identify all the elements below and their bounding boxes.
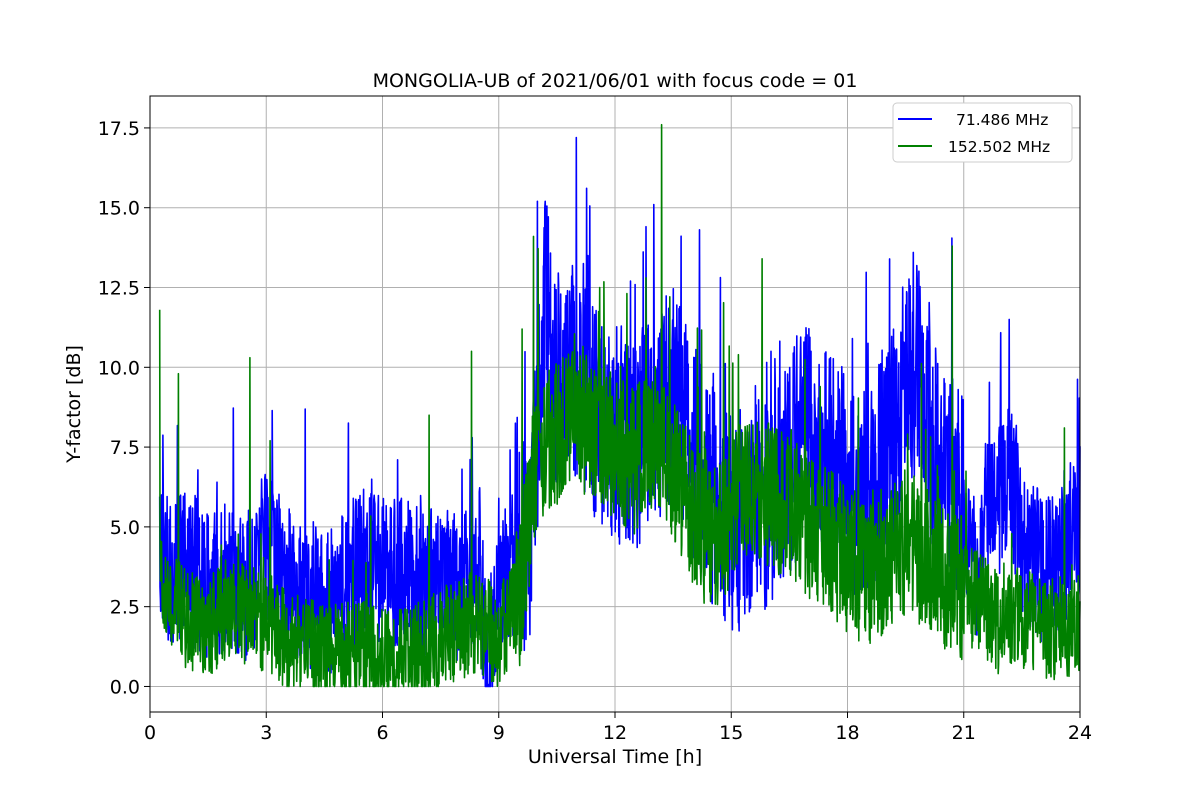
x-tick-label: 18 bbox=[835, 722, 859, 744]
series-lines bbox=[158, 123, 1081, 688]
x-tick-label: 3 bbox=[260, 722, 272, 744]
x-tick-label: 24 bbox=[1068, 722, 1092, 744]
chart-title: MONGOLIA-UB of 2021/06/01 with focus cod… bbox=[373, 70, 858, 92]
y-axis-ticks: 0.0 2.5 5.0 7.5 10.0 12.5 15.0 17.5 bbox=[98, 118, 150, 698]
legend-label-152mhz: 152.502 MHz bbox=[948, 138, 1050, 156]
x-tick-label: 6 bbox=[376, 722, 388, 744]
y-tick-label: 15.0 bbox=[98, 198, 140, 220]
y-tick-label: 2.5 bbox=[110, 597, 140, 619]
x-tick-label: 9 bbox=[493, 722, 505, 744]
x-tick-label: 12 bbox=[603, 722, 627, 744]
y-tick-label: 0.0 bbox=[110, 676, 140, 698]
legend-label-71mhz: 71.486 MHz bbox=[956, 111, 1048, 129]
x-axis-ticks: 0 3 6 9 12 15 18 21 24 bbox=[144, 712, 1092, 744]
legend: 71.486 MHz 152.502 MHz bbox=[892, 102, 1073, 163]
legend-box bbox=[892, 102, 1073, 163]
y-tick-label: 5.0 bbox=[110, 517, 140, 539]
y-tick-label: 12.5 bbox=[98, 278, 140, 300]
series-line-152mhz bbox=[158, 123, 1081, 688]
x-tick-label: 21 bbox=[952, 722, 976, 744]
y-tick-label: 10.0 bbox=[98, 357, 140, 379]
y-axis-label: Y-factor [dB] bbox=[63, 345, 85, 464]
x-tick-label: 0 bbox=[144, 722, 156, 744]
y-tick-label: 17.5 bbox=[98, 118, 140, 140]
x-axis-label: Universal Time [h] bbox=[528, 746, 702, 768]
x-tick-label: 15 bbox=[719, 722, 743, 744]
y-tick-label: 7.5 bbox=[110, 437, 140, 459]
